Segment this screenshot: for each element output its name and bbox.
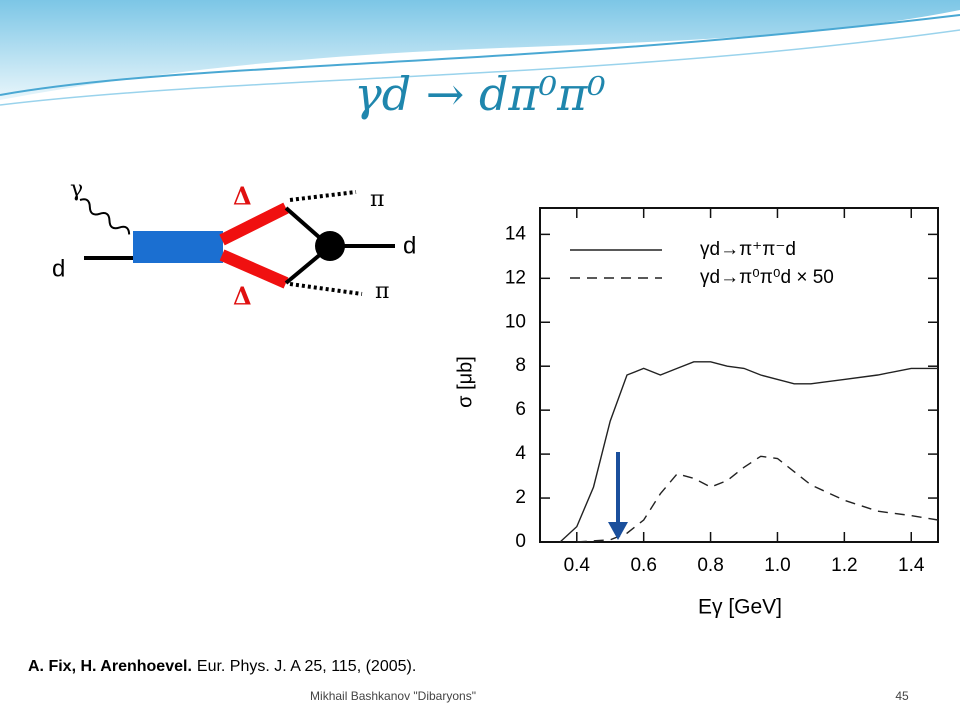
x-tick-label: 1.4 <box>898 555 925 576</box>
arrow-head <box>608 522 628 540</box>
pion-line <box>289 190 357 202</box>
plot-frame <box>539 207 939 543</box>
plot: 0 2 4 6 8 10 12 14 0.4 0.6 0.8 1.0 1.2 1.4 γd→π⁺π⁻d γd→… <box>505 208 939 576</box>
citation-authors: A. Fix, H. Arenhoevel. <box>28 658 192 675</box>
y-tick-label: 8 <box>515 355 526 376</box>
citation-journal: Eur. Phys. J. A 25, 115, (2005). <box>197 658 416 675</box>
x-axis-label: Eγ [GeV] <box>698 596 782 619</box>
diagram-label: d <box>403 232 416 259</box>
photon-line <box>79 198 131 235</box>
diagram-label: Δ <box>233 282 252 311</box>
delta-line <box>219 202 289 246</box>
diagram-label: d <box>52 255 65 282</box>
slide-title: γd → dπ⁰π⁰ <box>354 67 606 121</box>
wave-line <box>0 14 960 96</box>
page-number: 45 <box>895 689 909 703</box>
x-tick-label: 1.2 <box>831 555 857 576</box>
dibaryon-box <box>133 231 223 263</box>
x-tick-label: 0.4 <box>564 555 591 576</box>
series-line <box>559 361 938 543</box>
diagram: γ d Δ Δ π π d <box>52 177 416 311</box>
footer-presenter: Mikhail Bashkanov "Dibaryons" <box>310 689 476 703</box>
y-axis-label: σ [μb] <box>454 356 476 408</box>
diagram-label: γ <box>70 177 83 202</box>
series-line <box>576 455 939 543</box>
x-tick-label: 0.6 <box>630 555 656 576</box>
delta-line <box>219 249 289 289</box>
y-tick-label: 2 <box>515 487 526 508</box>
header-wave <box>0 0 960 100</box>
diagram-label: π <box>375 279 389 304</box>
citation: A. Fix, H. Arenhoevel. Eur. Phys. J. A 25… <box>28 658 416 675</box>
y-tick-label: 10 <box>505 311 526 332</box>
diagram-label: π <box>370 187 384 212</box>
plot-panel <box>440 155 960 645</box>
y-tick-label: 6 <box>515 399 526 420</box>
x-tick-label: 1.0 <box>764 555 790 576</box>
y-tick-label: 14 <box>505 223 527 244</box>
pion-line <box>289 282 363 296</box>
legend-label: γd→π⁺π⁻d <box>700 239 796 260</box>
wave-line <box>0 29 960 106</box>
y-tick-label: 12 <box>505 267 526 288</box>
diagram-label: Δ <box>233 182 252 211</box>
y-tick-label: 0 <box>515 531 526 552</box>
vertex <box>315 231 345 261</box>
legend-label: γd→π⁰π⁰d × 50 <box>700 267 834 288</box>
y-tick-label: 4 <box>515 443 526 464</box>
x-tick-label: 0.8 <box>697 555 723 576</box>
